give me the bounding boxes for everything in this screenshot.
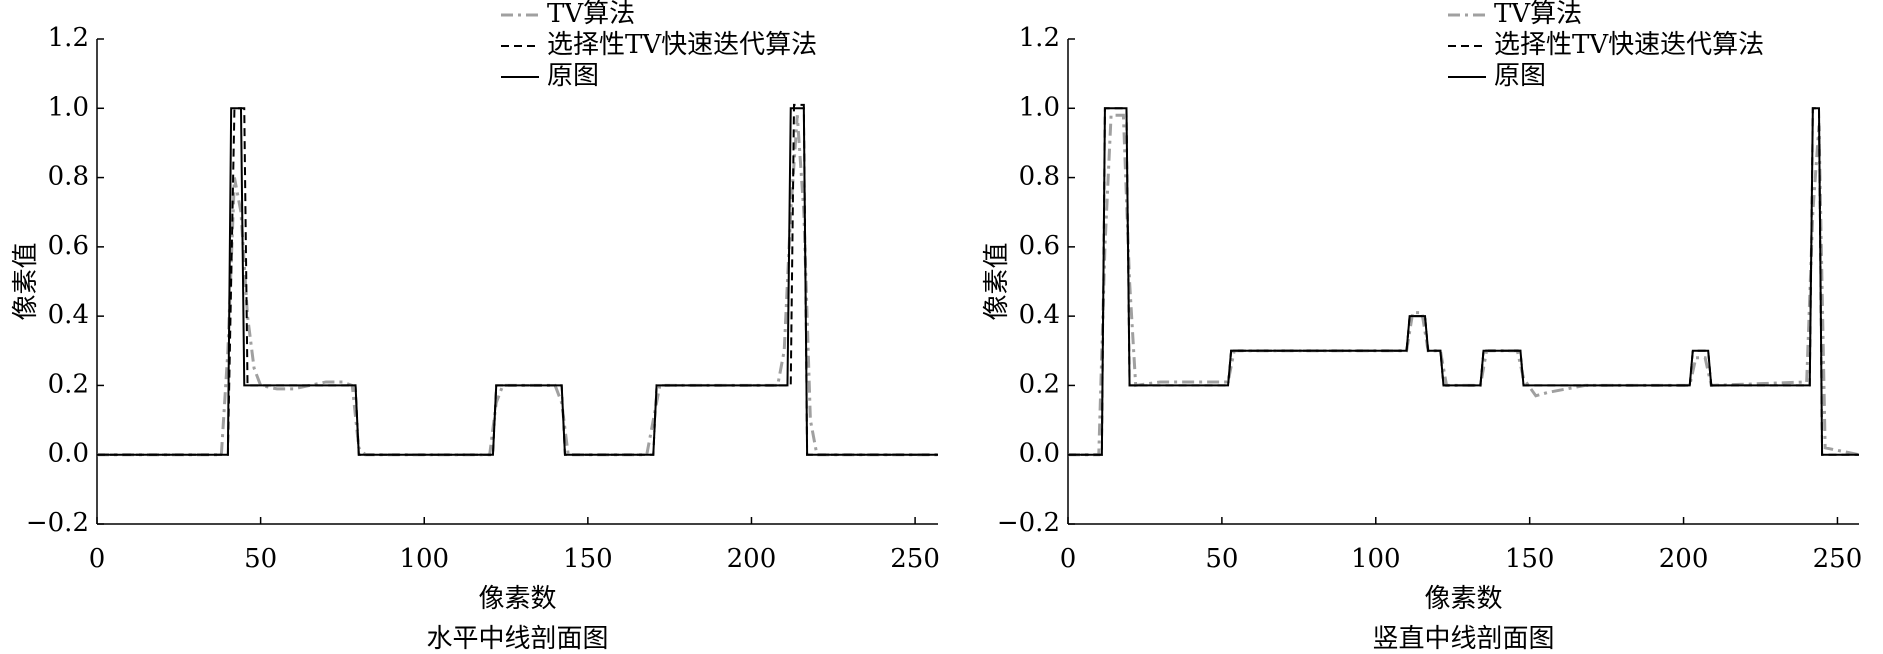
y-axis-label: 像素值 xyxy=(982,242,1012,320)
y-tick-label: 0.2 xyxy=(48,369,89,399)
y-tick-label: 0.2 xyxy=(1019,369,1060,399)
line-series xyxy=(1068,107,1859,456)
x-axis-label: 像素数 xyxy=(1424,584,1502,614)
legend-label: 选择性TV快速迭代算法 xyxy=(547,30,817,60)
y-tick-label: 0.6 xyxy=(1019,231,1060,261)
x-tick-label: 100 xyxy=(1351,544,1401,574)
y-tick-label: −0.2 xyxy=(997,508,1060,538)
line-series xyxy=(1068,107,1859,456)
y-tick-label: 0.8 xyxy=(48,162,89,192)
legend-label: 选择性TV快速迭代算法 xyxy=(1494,30,1764,60)
chart-title: 水平中线剖面图 xyxy=(426,624,608,654)
y-tick-label: 1.0 xyxy=(1019,92,1060,122)
x-tick-label: 50 xyxy=(1205,544,1238,574)
x-tick-label: 0 xyxy=(89,544,106,574)
x-tick-label: 100 xyxy=(399,544,449,574)
y-tick-label: 0.4 xyxy=(48,300,89,330)
y-tick-label: 0.0 xyxy=(1019,439,1060,469)
y-tick-label: −0.2 xyxy=(26,508,89,538)
line-series xyxy=(97,115,938,457)
x-tick-label: 0 xyxy=(1060,544,1077,574)
x-tick-label: 200 xyxy=(1659,544,1709,574)
line-series xyxy=(97,107,938,456)
legend-label: 原图 xyxy=(547,61,599,91)
legend-label: 原图 xyxy=(1494,61,1546,91)
y-tick-label: 1.2 xyxy=(48,23,89,53)
x-tick-label: 50 xyxy=(244,544,277,574)
x-tick-label: 200 xyxy=(727,544,777,574)
chart-title: 竖直中线剖面图 xyxy=(1372,624,1554,654)
y-tick-label: 0.6 xyxy=(48,231,89,261)
x-tick-label: 150 xyxy=(563,544,613,574)
legend-label: TV算法 xyxy=(1494,0,1582,29)
x-tick-label: 250 xyxy=(890,544,940,574)
x-tick-label: 150 xyxy=(1505,544,1555,574)
y-axis-label: 像素值 xyxy=(11,242,41,320)
x-axis-label: 像素数 xyxy=(478,584,556,614)
y-tick-label: 0.0 xyxy=(48,439,89,469)
line-series xyxy=(1068,113,1860,457)
y-tick-label: 1.0 xyxy=(48,92,89,122)
y-tick-label: 1.2 xyxy=(1019,23,1060,53)
x-tick-label: 250 xyxy=(1813,544,1863,574)
legend-label: TV算法 xyxy=(547,0,635,29)
y-tick-label: 0.4 xyxy=(1019,300,1060,330)
y-tick-label: 0.8 xyxy=(1019,162,1060,192)
